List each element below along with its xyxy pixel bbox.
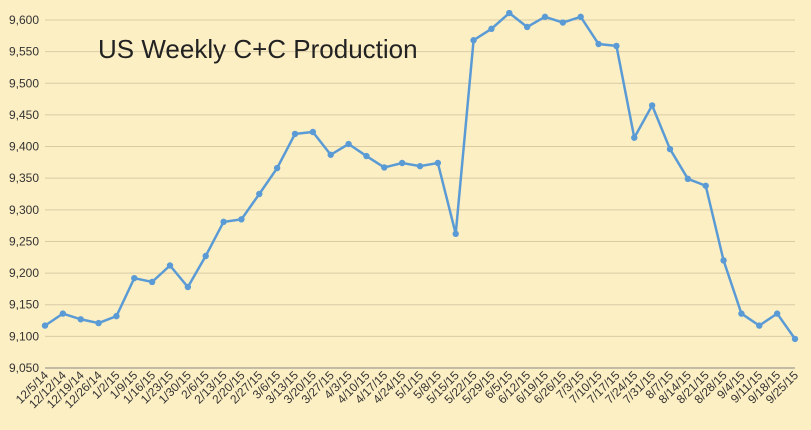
data-point (166, 262, 174, 269)
data-point (648, 102, 656, 109)
y-tick-label: 9,200 (9, 266, 39, 280)
data-point (416, 162, 424, 170)
grid-lines (45, 19, 795, 369)
data-point (363, 152, 370, 160)
data-points (41, 9, 799, 343)
data-point (684, 175, 692, 183)
data-point (273, 164, 281, 172)
data-point (41, 322, 49, 329)
y-tick-label: 9,150 (9, 298, 39, 312)
data-point (434, 159, 442, 167)
data-point (148, 278, 156, 286)
data-point (773, 310, 781, 317)
y-tick-label: 9,100 (9, 329, 39, 343)
data-point (720, 257, 727, 264)
data-point (506, 9, 513, 17)
y-tick-label: 9,550 (9, 45, 39, 59)
data-point (220, 218, 227, 226)
data-point (523, 23, 531, 31)
y-tick-label: 9,250 (9, 234, 39, 248)
data-point (95, 319, 102, 327)
data-point (113, 312, 120, 320)
data-point (631, 134, 638, 141)
y-tick-label: 9,600 (9, 13, 39, 27)
data-point (291, 130, 299, 138)
y-tick-label: 9,300 (9, 203, 39, 217)
data-point (738, 310, 745, 317)
data-point (327, 151, 334, 158)
data-point (131, 274, 138, 282)
data-point (666, 145, 674, 153)
data-point (184, 283, 192, 291)
data-point (59, 310, 67, 317)
y-tick-label: 9,350 (9, 171, 39, 185)
data-point (238, 216, 245, 223)
y-tick-label: 9,050 (9, 361, 39, 375)
data-point (381, 164, 388, 171)
data-point (202, 252, 209, 260)
data-point (256, 190, 263, 198)
data-point (791, 335, 799, 343)
data-point (577, 13, 584, 21)
data-point (77, 316, 84, 323)
data-point (559, 19, 567, 26)
data-point (541, 13, 549, 21)
data-point (702, 182, 709, 189)
data-point (470, 37, 477, 44)
y-axis-ticks: 9,050 9,100 9,150 9,200 9,250 9,300 9,350 9,400… (9, 13, 39, 375)
data-point (452, 230, 459, 238)
data-point (345, 140, 352, 148)
data-point (613, 42, 620, 50)
y-tick-label: 9,400 (9, 140, 39, 154)
x-axis-ticks: 12/5/1412/12/1412/19/1412/26/141/2/151/9… (13, 368, 801, 411)
chart-title: US Weekly C+C Production (98, 34, 418, 64)
data-point (756, 322, 763, 329)
y-tick-label: 9,500 (9, 76, 39, 90)
data-point (398, 159, 406, 167)
y-tick-label: 9,450 (9, 108, 39, 122)
data-point (595, 40, 602, 48)
data-point (488, 25, 495, 33)
data-point (309, 128, 317, 136)
